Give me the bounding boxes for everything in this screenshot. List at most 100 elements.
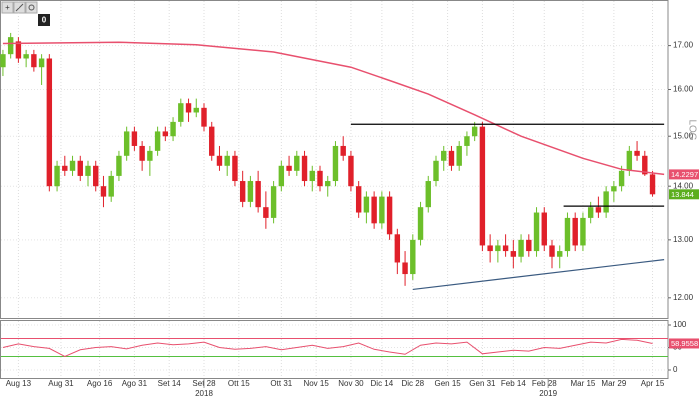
candle-body: [456, 145, 462, 166]
candle-body: [123, 131, 130, 156]
candle-body: [216, 155, 223, 166]
candle-body: [487, 245, 493, 252]
indicator-line: [2, 338, 653, 358]
x-tick-label: Ott 31: [270, 379, 292, 388]
x-tick-label: Ago 31: [122, 379, 148, 388]
overlay-line: [2, 41, 665, 176]
candle-body: [54, 165, 60, 187]
price-tag-label: 13.844: [671, 190, 694, 199]
candle-body: [603, 191, 609, 213]
candle-body: [557, 251, 563, 257]
candle-body: [441, 150, 447, 161]
y-tick-label: 17.00: [673, 41, 694, 50]
price-tag: [669, 338, 699, 349]
candle-body: [224, 155, 230, 166]
candle-body: [62, 165, 68, 171]
candle-body: [595, 207, 602, 213]
y-tick-label: 100: [673, 320, 687, 329]
candle-body: [270, 186, 277, 218]
candle-body: [69, 160, 76, 171]
candle-body: [402, 262, 408, 275]
x-tick-label: Mar 29: [601, 379, 626, 388]
candle-body: [162, 131, 169, 137]
candle-body: [77, 160, 83, 176]
candle-body: [278, 165, 285, 187]
candle-body: [371, 196, 377, 224]
candle-body: [247, 181, 254, 202]
candle-body: [471, 126, 478, 137]
candle-body: [294, 155, 300, 171]
candle-body: [286, 165, 292, 171]
candle-body: [433, 160, 439, 182]
x-tick-label: Ott 15: [228, 379, 250, 388]
candle-body: [7, 37, 14, 55]
candle-body: [533, 212, 540, 252]
y-tick-label: 13.00: [673, 235, 694, 244]
candle-body: [31, 54, 37, 68]
y-tick-label: 12.00: [673, 293, 694, 302]
candle-body: [193, 107, 199, 113]
settings-icon: [28, 4, 35, 11]
candle-body: [38, 58, 45, 68]
x-tick-label: Ago 16: [87, 379, 113, 388]
candle-body: [317, 170, 323, 187]
candle-body: [348, 155, 354, 187]
candle-body: [93, 165, 99, 187]
candle-body: [564, 217, 571, 252]
settings-button[interactable]: [25, 1, 38, 14]
candle-body: [541, 212, 547, 246]
candle-body: [340, 145, 346, 156]
candle-body: [510, 251, 517, 257]
year-label: 2018: [195, 389, 213, 398]
candle-body: [363, 196, 370, 213]
candle-body: [479, 126, 486, 246]
candle-body: [185, 103, 192, 113]
candle-body: [379, 196, 385, 224]
candle-body: [580, 217, 586, 246]
x-tick-label: Feb 14: [501, 379, 526, 388]
candle-body: [495, 245, 501, 252]
candle-body: [131, 131, 138, 146]
candle-body: [232, 155, 238, 182]
candle-body: [178, 103, 184, 122]
candle-body: [448, 150, 455, 166]
candle-body: [301, 155, 308, 182]
x-tick-label: Nov 15: [303, 379, 329, 388]
candle-body: [108, 175, 114, 197]
candle-body: [100, 186, 107, 197]
draw-icon: [15, 3, 24, 12]
y-tick-label: 0: [673, 365, 678, 374]
y-tick-label: 14.00: [673, 181, 694, 190]
x-tick-label: Mar 15: [570, 379, 595, 388]
candle-body: [239, 181, 246, 202]
y-tick-label: 16.00: [673, 85, 694, 94]
zoom-icon: +: [5, 3, 10, 12]
indicator-panel: [0, 320, 669, 379]
candle-body: [325, 181, 331, 187]
candle-body: [15, 41, 22, 59]
candle-body: [147, 150, 153, 161]
year-label: 2019: [539, 389, 557, 398]
candle-body: [587, 207, 594, 218]
x-tick-label: Gen 15: [434, 379, 461, 388]
candle-body: [410, 239, 416, 275]
candle-body: [394, 234, 401, 263]
candle-body: [502, 245, 509, 252]
candle-body: [572, 217, 578, 246]
candle-body: [139, 145, 145, 161]
x-tick-label: Aug 13: [6, 379, 32, 388]
price-tag-label: 58.9558: [671, 339, 698, 348]
x-tick-label: Gen 31: [469, 379, 496, 388]
zoom-button[interactable]: [1, 1, 14, 14]
candle-body: [549, 245, 555, 257]
candle-body: [518, 239, 524, 257]
candle-body: [649, 174, 656, 195]
x-tick-label: Feb 28: [532, 379, 557, 388]
candle-body: [526, 239, 532, 252]
y-tick-label: 15.00: [673, 131, 694, 140]
candle-body: [332, 145, 339, 182]
x-tick-label: Dic 28: [401, 379, 424, 388]
candle-body: [355, 186, 362, 213]
